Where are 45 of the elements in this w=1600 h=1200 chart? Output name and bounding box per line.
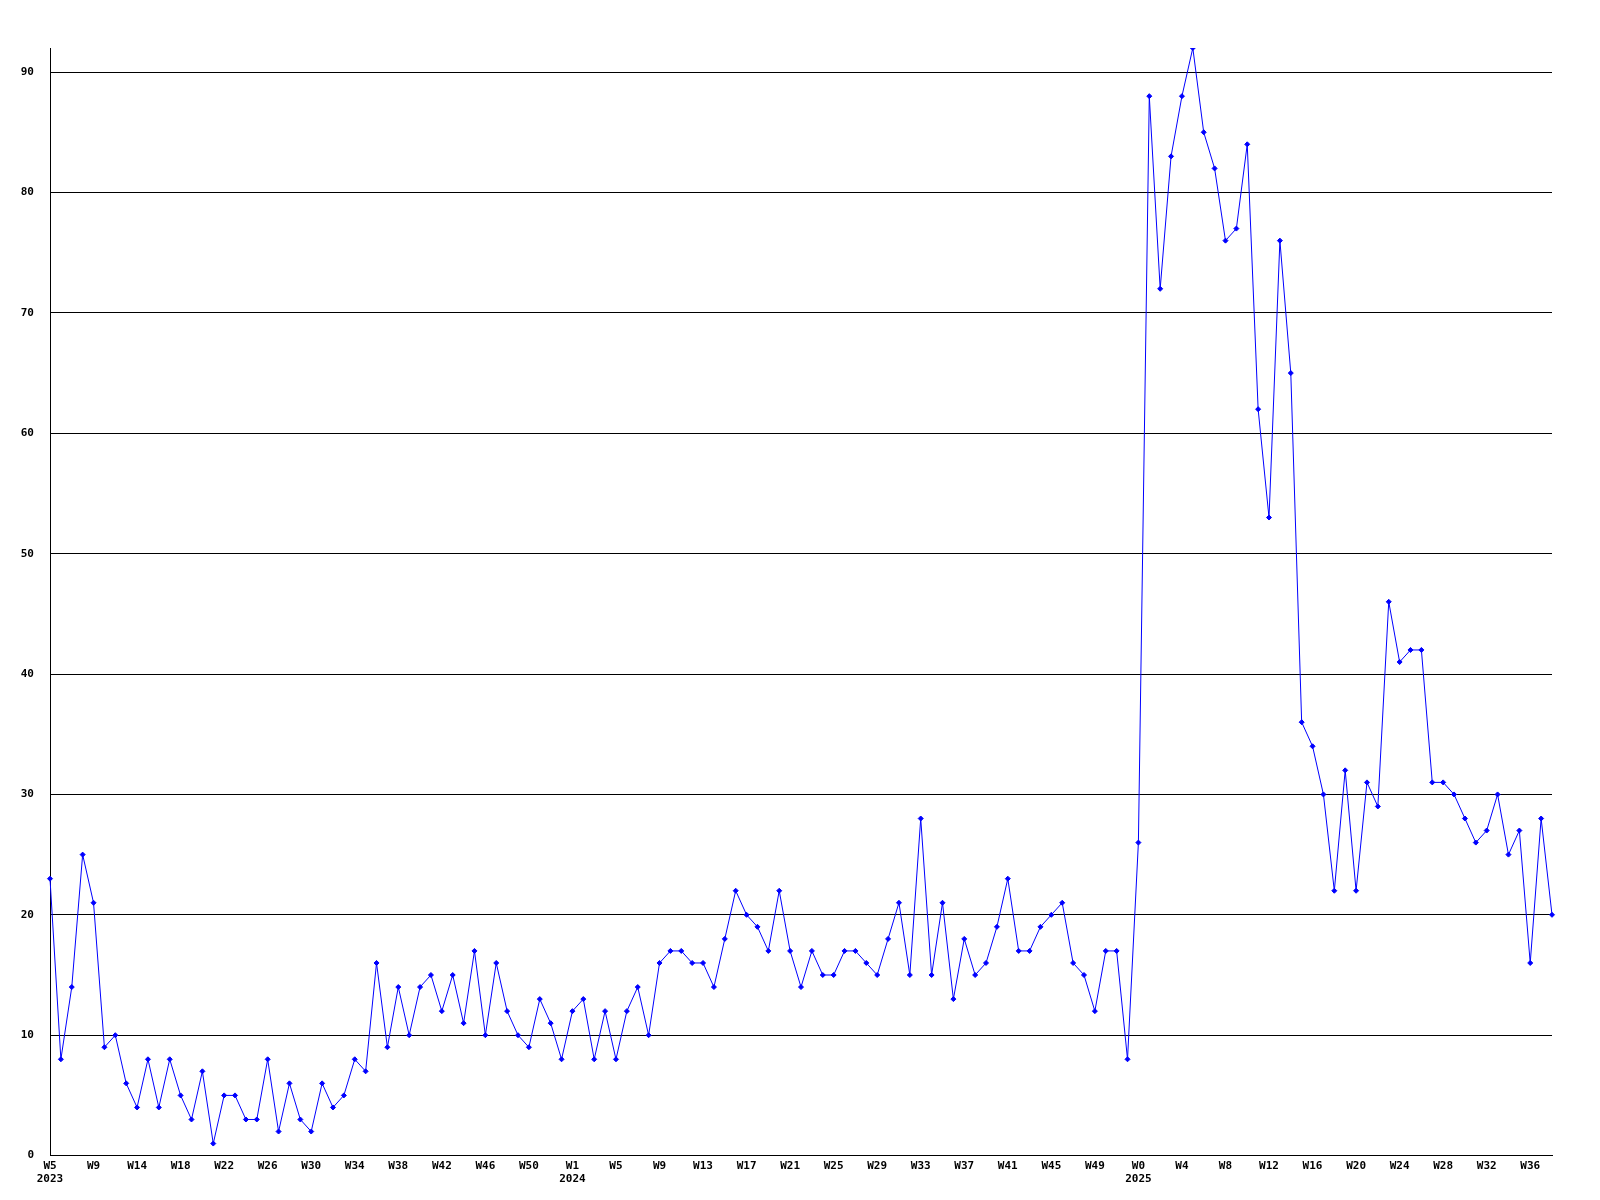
x-tick-label: W34 (344, 1159, 366, 1173)
x-tick-label: W18 (170, 1159, 191, 1173)
x-tick-label: W17 (736, 1159, 757, 1173)
x-tick-label: W42 (431, 1159, 452, 1173)
y-tick-label: 50 (20, 546, 34, 560)
x-tick-label: W24 (1389, 1159, 1410, 1173)
x-tick-label: W26 (257, 1159, 278, 1173)
x-tick-label: W41 (997, 1159, 1019, 1173)
x-tick-label: W5 2023 (36, 1159, 64, 1186)
x-tick-label: W45 (1041, 1159, 1062, 1173)
x-tick-label: W37 (954, 1159, 975, 1173)
y-tick-label: 40 (20, 666, 34, 680)
x-tick-label: W33 (910, 1159, 931, 1173)
x-tick-label: W0 2025 (1125, 1159, 1152, 1186)
x-tick-label: W29 (867, 1159, 888, 1173)
y-tick-label: 20 (20, 907, 34, 921)
x-tick-label: W25 (823, 1159, 844, 1173)
y-tick-label: 60 (20, 426, 34, 440)
y-tick-label: 10 (20, 1028, 34, 1042)
x-tick-label: W38 (388, 1159, 409, 1173)
x-tick-label: W1 2024 (559, 1159, 587, 1186)
x-tick-label: W50 (518, 1159, 539, 1173)
x-tick-label: W32 (1476, 1159, 1497, 1173)
y-tick-label: 0 (27, 1148, 34, 1162)
x-tick-label: W49 (1084, 1159, 1105, 1173)
x-tick-label: W13 (693, 1159, 713, 1173)
y-tick-label: 30 (20, 787, 34, 801)
y-tick-label: 80 (20, 185, 34, 199)
x-tick-label: W4 (1175, 1159, 1189, 1173)
x-tick-label: W8 (1218, 1159, 1233, 1173)
x-tick-label: W16 (1302, 1159, 1323, 1173)
x-tick-label: W20 (1346, 1159, 1367, 1173)
x-tick-label: W30 (301, 1159, 322, 1173)
x-tick-label: W46 (475, 1159, 496, 1173)
x-tick-label: W28 (1433, 1159, 1454, 1173)
y-tick-label: 70 (20, 305, 34, 319)
x-tick-label: W22 (214, 1159, 235, 1173)
x-tick-label: W21 (780, 1159, 801, 1173)
x-tick-label: W14 (127, 1159, 148, 1173)
x-tick-label: W5 (609, 1159, 623, 1173)
x-tick-label: W9 (652, 1159, 667, 1173)
y-tick-label: 90 (20, 64, 34, 78)
x-tick-label: W36 (1520, 1159, 1541, 1173)
x-tick-label: W12 (1259, 1159, 1279, 1173)
x-tick-label: W9 (86, 1159, 101, 1173)
